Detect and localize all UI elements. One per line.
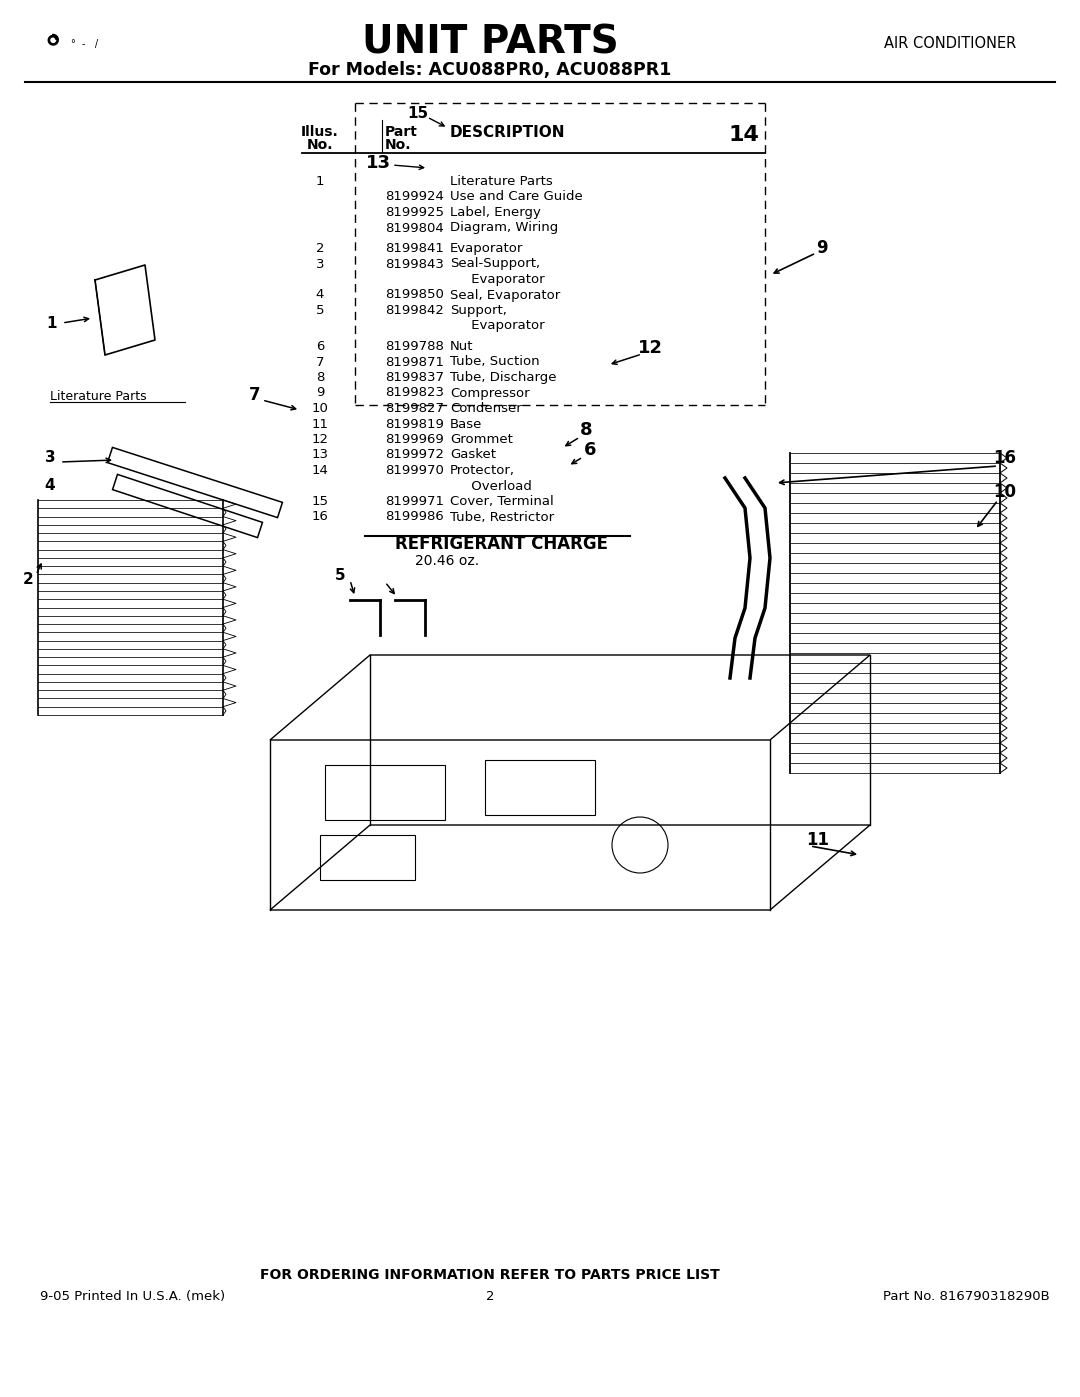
Text: 8199969: 8199969 [384,433,444,446]
Text: Base: Base [450,418,483,430]
Text: Protector,: Protector, [450,464,515,476]
Text: FOR ORDERING INFORMATION REFER TO PARTS PRICE LIST: FOR ORDERING INFORMATION REFER TO PARTS … [260,1268,720,1282]
Text: Cover, Terminal: Cover, Terminal [450,495,554,509]
Text: Compressor: Compressor [450,387,529,400]
Text: Seal, Evaporator: Seal, Evaporator [450,289,561,302]
Text: 8199971: 8199971 [384,495,444,509]
Text: Evaporator: Evaporator [450,320,544,332]
Text: 9: 9 [816,239,827,257]
Text: 1: 1 [46,316,57,331]
Text: 8199986: 8199986 [384,510,444,524]
Text: Support,: Support, [450,305,507,317]
Text: 16: 16 [311,510,328,524]
Text: No.: No. [307,138,334,152]
Text: 8199827: 8199827 [384,402,444,415]
Text: 5: 5 [315,305,324,317]
Text: 11: 11 [311,418,328,430]
Text: AIR CONDITIONER: AIR CONDITIONER [883,35,1016,50]
Text: 8199842: 8199842 [384,305,444,317]
Text: 10: 10 [994,483,1016,502]
Text: 7: 7 [315,355,324,369]
Text: 1: 1 [315,175,324,189]
Text: Literature Parts: Literature Parts [50,390,147,402]
Text: 2: 2 [315,242,324,256]
Text: Grommet: Grommet [450,433,513,446]
Text: Part No. 816790318290B: Part No. 816790318290B [883,1289,1050,1303]
Text: For Models: ACU088PR0, ACU088PR1: For Models: ACU088PR0, ACU088PR1 [308,61,672,80]
Text: 10: 10 [311,402,328,415]
Text: 14: 14 [729,124,759,145]
Text: 8199837: 8199837 [384,372,444,384]
Text: 6: 6 [315,339,324,353]
Text: 8199819: 8199819 [384,418,444,430]
Text: °  -   /: ° - / [71,39,98,49]
Text: Tube, Restrictor: Tube, Restrictor [450,510,554,524]
Text: Condenser: Condenser [450,402,522,415]
Text: 13: 13 [365,154,391,172]
Text: Literature Parts: Literature Parts [450,175,553,189]
Text: DESCRIPTION: DESCRIPTION [450,124,566,140]
Text: 2: 2 [486,1289,495,1303]
Text: REFRIGERANT CHARGE: REFRIGERANT CHARGE [395,535,608,553]
Text: Diagram, Wiring: Diagram, Wiring [450,222,558,235]
Text: Nut: Nut [450,339,473,353]
Text: 8199972: 8199972 [384,448,444,461]
Text: 15: 15 [407,106,429,120]
Text: 8199925: 8199925 [384,205,444,219]
Text: 8199841: 8199841 [384,242,444,256]
Text: 5: 5 [335,567,346,583]
Text: 7: 7 [249,386,260,404]
Text: UNIT PARTS: UNIT PARTS [362,24,619,61]
Text: 2: 2 [23,573,33,588]
Text: 9: 9 [315,387,324,400]
Text: Part: Part [384,124,418,138]
Text: 20.46 oz.: 20.46 oz. [415,555,480,569]
Text: 12: 12 [311,433,328,446]
Text: 8199788: 8199788 [384,339,444,353]
Text: 8199924: 8199924 [384,190,444,204]
Text: 8199850: 8199850 [384,289,444,302]
Text: 3: 3 [44,450,55,465]
Text: 12: 12 [637,339,662,358]
Text: Overload: Overload [450,479,531,493]
Text: 9-05 Printed In U.S.A. (mek): 9-05 Printed In U.S.A. (mek) [40,1289,225,1303]
Text: 8199871: 8199871 [384,355,444,369]
Text: 14: 14 [311,464,328,476]
Text: 6: 6 [584,441,596,460]
Text: Illus.: Illus. [301,124,339,138]
Text: 8199970: 8199970 [384,464,444,476]
Text: Label, Energy: Label, Energy [450,205,541,219]
Text: Evaporator: Evaporator [450,272,544,286]
Text: 8199804: 8199804 [384,222,444,235]
Text: 13: 13 [311,448,328,461]
Text: Tube, Discharge: Tube, Discharge [450,372,556,384]
Text: 11: 11 [807,831,829,849]
Text: 8199823: 8199823 [384,387,444,400]
Text: 15: 15 [311,495,328,509]
Text: 3: 3 [315,257,324,271]
Text: 8199843: 8199843 [384,257,444,271]
Text: 8: 8 [580,420,592,439]
Text: No.: No. [384,138,411,152]
Text: Tube, Suction: Tube, Suction [450,355,540,369]
Text: 4: 4 [315,289,324,302]
Text: Gasket: Gasket [450,448,496,461]
Text: Use and Care Guide: Use and Care Guide [450,190,583,204]
Text: 16: 16 [994,448,1016,467]
Text: 4: 4 [44,478,55,493]
Text: 8: 8 [315,372,324,384]
Text: Evaporator: Evaporator [450,242,524,256]
Text: Seal-Support,: Seal-Support, [450,257,540,271]
